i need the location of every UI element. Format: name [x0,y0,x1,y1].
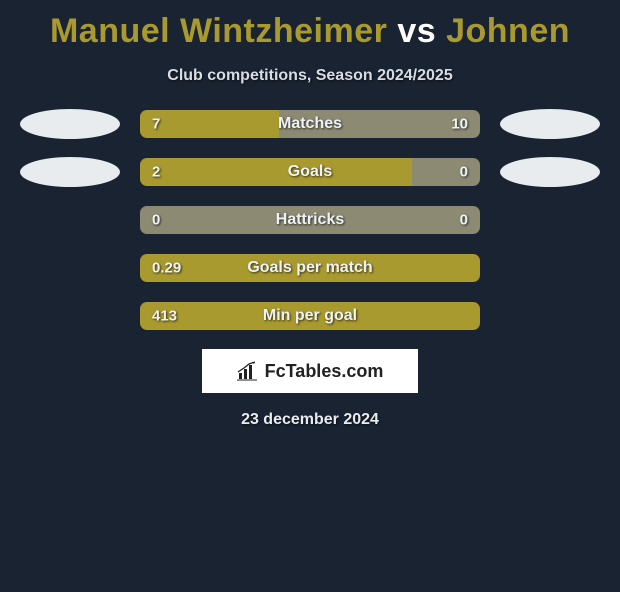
stat-bar: Goals 2 0 [140,158,480,186]
stat-row: Goals 2 0 [0,157,620,187]
player1-marker [20,109,120,139]
date-text: 23 december 2024 [0,411,620,429]
title-player2: Johnen [446,12,570,50]
player2-marker [500,109,600,139]
stat-row: Min per goal 413 [0,301,620,331]
stat-label: Hattricks [276,211,344,229]
player2-marker [500,157,600,187]
logo-box: FcTables.com [202,349,418,393]
stat-label: Matches [278,115,342,133]
stat-label: Min per goal [263,307,357,325]
title-player1: Manuel Wintzheimer [50,12,387,50]
stat-row: Goals per match 0.29 [0,253,620,283]
stat-value-left: 0 [152,212,160,229]
spacer [20,301,120,331]
stat-label: Goals [288,163,332,181]
stat-value-left: 413 [152,308,177,325]
bar-segment-right [412,158,480,186]
stat-row: Matches 7 10 [0,109,620,139]
stat-row: Hattricks 0 0 [0,205,620,235]
bar-segment-left [140,110,279,138]
stat-value-left: 0.29 [152,260,181,277]
page-title: Manuel Wintzheimer vs Johnen [0,12,620,51]
bar-chart-icon [237,361,259,381]
title-vs: vs [387,12,446,50]
spacer [20,205,120,235]
spacer [500,301,600,331]
stat-value-left: 2 [152,164,160,181]
player1-marker [20,157,120,187]
logo-text: FcTables.com [265,361,384,382]
spacer [20,253,120,283]
stat-value-right: 10 [451,116,468,133]
bar-segment-left [140,158,412,186]
stat-bar: Min per goal 413 [140,302,480,330]
spacer [500,205,600,235]
spacer [500,253,600,283]
stat-bar: Hattricks 0 0 [140,206,480,234]
stat-bar: Goals per match 0.29 [140,254,480,282]
subtitle: Club competitions, Season 2024/2025 [0,67,620,85]
stat-label: Goals per match [247,259,372,277]
stat-value-right: 0 [460,212,468,229]
stat-bar: Matches 7 10 [140,110,480,138]
stat-value-left: 7 [152,116,160,133]
stat-value-right: 0 [460,164,468,181]
